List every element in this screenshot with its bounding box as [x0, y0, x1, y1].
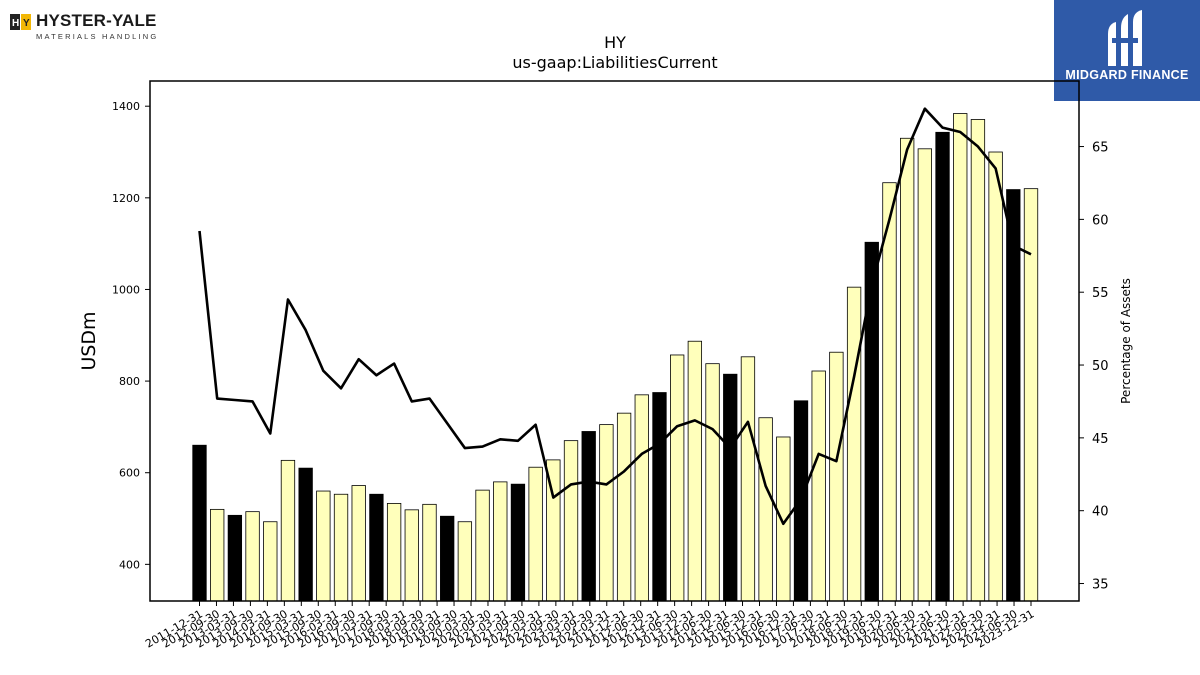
bar [493, 481, 508, 602]
hyster-yale-logo: H Y HYSTER-YALE MATERIALS HANDLING [8, 10, 158, 44]
bar [227, 514, 243, 602]
bar [280, 459, 296, 602]
bar [917, 148, 932, 602]
x-axis: 2011-12-312012-09-302013-03-312013-09-30… [143, 601, 1037, 651]
bar [953, 113, 968, 602]
bar [475, 489, 490, 602]
hyster-yale-logo-icon: H Y [10, 14, 31, 30]
bar [935, 131, 950, 602]
bar [263, 521, 278, 602]
midgard-finance-logo-icon [1108, 10, 1142, 66]
bar [687, 340, 703, 602]
y-axis-label: USDm [78, 311, 100, 370]
bar [882, 182, 897, 602]
bar [900, 137, 915, 602]
bar [1023, 188, 1039, 602]
y-tick-label: 1400 [112, 100, 140, 113]
y2-tick-label: 65 [1092, 141, 1109, 156]
bar [563, 440, 579, 602]
bar [988, 151, 1003, 602]
y2-axis-label: Percentage of Assets [1119, 278, 1133, 404]
bar [864, 241, 879, 602]
bar [634, 394, 649, 602]
bar [846, 286, 862, 602]
bar [670, 354, 685, 602]
y-tick-label: 800 [119, 375, 140, 388]
line-path [198, 107, 1032, 526]
midgard-finance-logo-text: MIDGARD FINANCE [1065, 68, 1189, 82]
chart-subtitle: us-gaap:LiabilitiesCurrent [512, 53, 717, 72]
bar [298, 467, 313, 602]
bar [440, 515, 455, 602]
bar [811, 370, 826, 602]
bar [457, 521, 473, 602]
bar [705, 363, 720, 602]
bar [758, 417, 773, 602]
svg-text:Y: Y [23, 18, 30, 29]
bar [333, 493, 349, 602]
bar [369, 493, 384, 602]
bar [1006, 189, 1021, 602]
y-tick-label: 1000 [112, 283, 140, 296]
bar [351, 485, 366, 602]
bar [404, 509, 419, 602]
hyster-yale-logo-text: HYSTER-YALE [36, 11, 157, 30]
y-tick-label: 400 [119, 558, 140, 571]
bar [581, 431, 596, 602]
y2-tick-label: 55 [1092, 286, 1109, 301]
bar [970, 119, 986, 602]
bar [210, 508, 225, 602]
bar [652, 392, 667, 602]
svg-text:H: H [12, 18, 19, 29]
chart-title: HY [604, 33, 626, 52]
bar [528, 466, 543, 602]
hyster-yale-logo-tagline: MATERIALS HANDLING [36, 32, 159, 41]
bar [192, 444, 207, 602]
bar [740, 356, 756, 602]
bar [616, 412, 632, 602]
left-axis: 400 600 800 1000 1200 1400 [112, 100, 150, 571]
y2-tick-label: 60 [1092, 213, 1109, 228]
y2-tick-label: 50 [1092, 359, 1109, 374]
y-tick-label: 1200 [112, 192, 140, 205]
bar [599, 424, 614, 602]
bar [316, 490, 331, 602]
line-series [198, 107, 1032, 526]
plot-frame [149, 80, 1080, 602]
bar [723, 373, 738, 602]
y2-tick-label: 45 [1092, 432, 1109, 447]
bar [386, 503, 402, 602]
bar [422, 503, 437, 602]
y-tick-label: 600 [119, 467, 140, 480]
y2-tick-label: 35 [1092, 578, 1109, 593]
right-axis: 35 40 45 50 55 60 65 [1079, 141, 1109, 593]
bar [829, 351, 844, 602]
bar-series [192, 113, 1039, 602]
bar [245, 511, 260, 602]
bar [510, 483, 526, 602]
y2-tick-label: 40 [1092, 505, 1109, 520]
